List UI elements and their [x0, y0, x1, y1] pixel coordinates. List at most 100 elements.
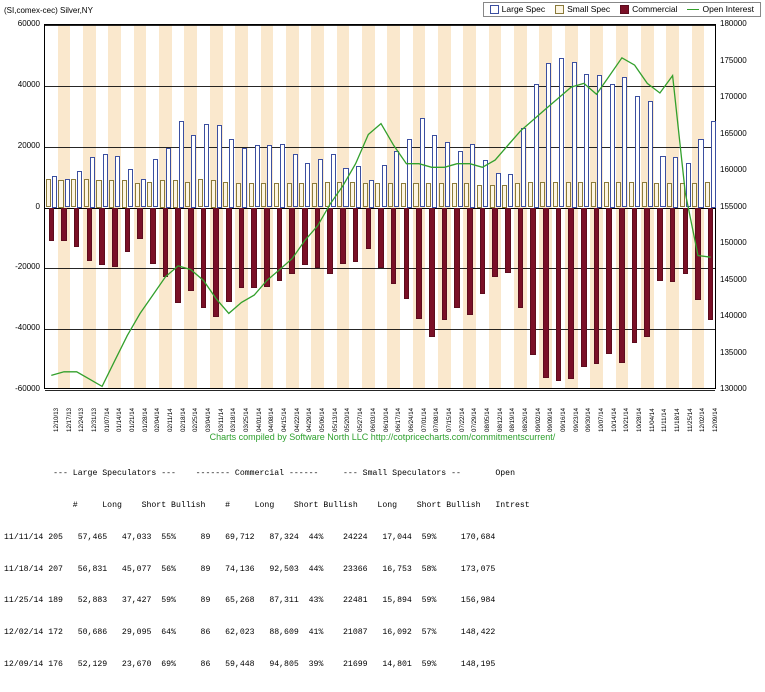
bar-small-spec: [438, 183, 444, 208]
x-tick-label: 08/12/14: [496, 407, 504, 432]
bar-commercial: [644, 207, 651, 337]
legend-item-commercial: Commercial: [620, 5, 677, 14]
bar-large-spec: [711, 120, 717, 208]
bar-commercial: [137, 207, 143, 240]
bar-small-spec: [147, 181, 153, 208]
bar-commercial: [175, 207, 181, 304]
bar-large-spec: [609, 84, 615, 208]
x-tick-label: 05/06/14: [319, 407, 327, 432]
bar-commercial: [555, 207, 562, 381]
bar-small-spec: [362, 183, 368, 208]
bar-commercial: [466, 207, 473, 316]
open-interest-polyline: [51, 56, 711, 388]
bar-small-spec: [223, 181, 229, 208]
bar-large-spec: [127, 169, 133, 208]
bar-commercial: [454, 207, 460, 308]
bar-large-spec: [457, 151, 463, 208]
bar-large-spec: [115, 155, 121, 208]
credit-text: Charts compiled by Software North LLC ht…: [209, 432, 556, 442]
bar-commercial: [365, 207, 372, 249]
bar-commercial: [378, 207, 384, 269]
table-row: 12/09/14 176 52,129 23,670 69% 86 59,448…: [4, 659, 496, 669]
open-interest-line: [51, 56, 711, 388]
x-tick-label: 07/01/14: [420, 407, 428, 432]
bar-small-spec: [324, 181, 330, 208]
legend-swatch-large-spec: [489, 5, 499, 14]
bar-large-spec: [495, 172, 501, 208]
bar-small-spec: [388, 183, 394, 208]
bar-commercial: [593, 207, 600, 365]
bar-large-spec: [597, 75, 603, 208]
bar-commercial: [352, 207, 359, 263]
bar-small-spec: [58, 180, 64, 208]
y-tick-right: 165000: [720, 128, 747, 138]
bar-small-spec: [134, 183, 140, 208]
bar-small-spec: [540, 181, 546, 208]
bar-commercial: [492, 207, 498, 278]
legend-label-commercial: Commercial: [632, 4, 678, 15]
bar-small-spec: [375, 183, 381, 208]
bar-large-spec: [381, 164, 387, 208]
x-tick-label: 06/17/14: [395, 407, 403, 432]
legend-label-open-interest: Open Interest: [702, 4, 754, 15]
bar-large-spec: [584, 73, 590, 208]
bar-large-spec: [305, 163, 311, 208]
x-tick-label: 02/25/14: [192, 407, 200, 432]
bar-commercial: [390, 207, 397, 284]
bar-small-spec: [83, 178, 89, 208]
bar-commercial: [73, 207, 80, 248]
bar-small-spec: [350, 181, 356, 208]
legend-swatch-open-interest: [687, 9, 700, 10]
x-tick-label: 09/02/14: [534, 407, 542, 432]
bar-small-spec: [96, 180, 102, 208]
bar-large-spec: [444, 142, 450, 208]
bar-small-spec: [121, 180, 127, 208]
y-tick-left: -60000: [15, 384, 40, 393]
alternating-bands: [45, 25, 715, 388]
x-tick-label: 03/04/14: [204, 407, 212, 432]
x-tick-label: 09/09/14: [547, 407, 555, 432]
x-tick-label: 06/10/14: [382, 407, 390, 432]
bar-small-spec: [502, 184, 508, 208]
bar-large-spec: [178, 120, 184, 208]
bar-large-spec: [406, 139, 412, 208]
y-tick-left: 0: [35, 201, 40, 211]
bar-large-spec: [368, 180, 374, 208]
bar-commercial: [657, 207, 663, 281]
bar-large-spec: [292, 154, 298, 208]
bar-small-spec: [705, 181, 711, 208]
bar-commercial: [213, 207, 219, 317]
x-tick-label: 01/21/14: [128, 407, 136, 432]
chart-plot-area: [44, 24, 717, 391]
bar-large-spec: [216, 125, 222, 208]
bar-large-spec: [673, 157, 679, 208]
bar-small-spec: [413, 183, 419, 208]
bar-small-spec: [261, 183, 267, 208]
bar-large-spec: [647, 101, 653, 208]
bar-small-spec: [616, 181, 622, 208]
bar-commercial: [530, 207, 536, 356]
bar-commercial: [669, 207, 676, 283]
bar-commercial: [111, 207, 118, 267]
y-tick-right: 175000: [720, 55, 747, 65]
x-tick-label: 10/21/14: [623, 407, 631, 432]
x-tick-label: 10/14/14: [610, 407, 618, 432]
x-tick-label: 08/19/14: [509, 407, 517, 432]
bar-large-spec: [546, 63, 552, 208]
bar-large-spec: [559, 58, 565, 208]
bar-small-spec: [654, 183, 660, 208]
x-tick-label: 01/28/14: [141, 407, 149, 432]
bar-small-spec: [299, 183, 305, 208]
x-tick-label: 12/10/13: [52, 407, 60, 432]
bar-large-spec: [571, 61, 577, 208]
bar-large-spec: [470, 143, 476, 208]
legend-label-large-spec: Large Spec: [501, 4, 546, 15]
bar-commercial: [149, 207, 156, 264]
bar-large-spec: [635, 96, 641, 208]
bar-commercial: [340, 207, 346, 264]
x-tick-label: 12/17/13: [65, 407, 73, 432]
x-tick-label: 04/08/14: [268, 407, 276, 432]
x-tick-label: 02/11/14: [166, 408, 174, 432]
bar-series-container: [45, 25, 717, 388]
bar-small-spec: [71, 178, 77, 208]
